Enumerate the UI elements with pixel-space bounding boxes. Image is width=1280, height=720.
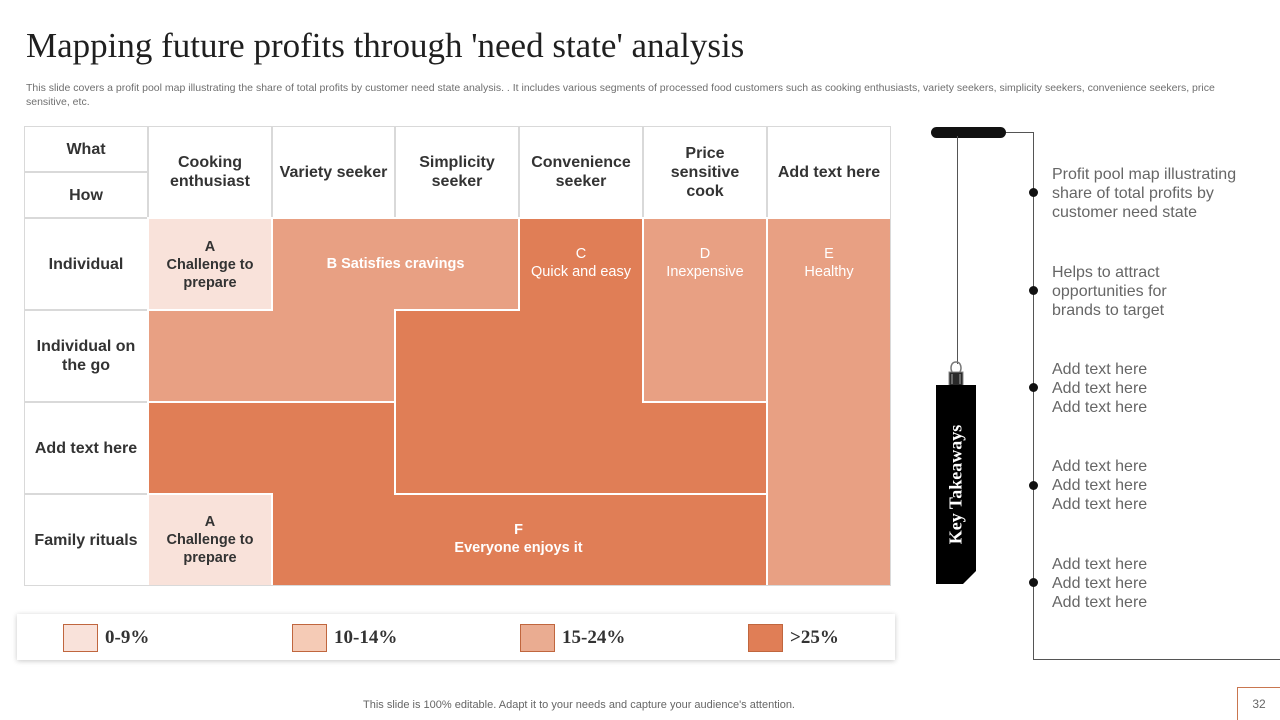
label-a-bottom-text: Challenge to prepare: [166, 532, 254, 566]
label-e-text: Healthy: [804, 264, 854, 280]
takeaway-item-5: Add text here Add text here Add text her…: [1052, 555, 1262, 612]
legend-label: >25%: [790, 627, 839, 648]
label-a-bottom-letter: A: [204, 514, 216, 530]
label-c-text: Quick and easy: [531, 264, 631, 280]
legend-item-0-9: 0-9%: [63, 624, 149, 652]
header-what: What: [24, 126, 148, 172]
bullet-dot: [1029, 578, 1038, 587]
takeaway-line: brands to target: [1052, 302, 1165, 319]
legend-swatch: [292, 624, 327, 652]
key-takeaways-tag-label: Key Takeaways: [936, 385, 976, 584]
label-region-b: B Satisfies cravings: [272, 255, 519, 273]
takeaway-line: Add text here: [1052, 594, 1148, 611]
connector-line: [1006, 132, 1034, 133]
key-takeaways-text: Key Takeaways: [945, 424, 966, 545]
slide-subtitle: This slide covers a profit pool map illu…: [26, 82, 1215, 108]
takeaway-item-4: Add text here Add text here Add text her…: [1052, 457, 1262, 514]
slide-footer: This slide is 100% editable. Adapt it to…: [0, 699, 1280, 711]
binder-clip-icon: [948, 361, 964, 387]
label-d-letter: D: [699, 246, 711, 262]
legend-swatch: [63, 624, 98, 652]
timeline-line: [1033, 132, 1034, 660]
legend-swatch: [520, 624, 555, 652]
row-header-individual-on-the-go: Individual on the go: [24, 310, 148, 402]
takeaway-line: Profit pool map illustrating: [1052, 166, 1237, 183]
legend-swatch: [748, 624, 783, 652]
takeaway-line: Add text here: [1052, 458, 1148, 475]
label-region-d: D Inexpensive: [643, 245, 767, 281]
key-takeaways-tag: [936, 385, 976, 584]
label-region-f: F Everyone enjoys it: [395, 521, 642, 557]
legend-label: 0-9%: [105, 627, 150, 648]
legend-item-15-24: 15-24%: [520, 624, 625, 652]
takeaway-line: Add text here: [1052, 361, 1148, 378]
key-takeaways-panel: Key Takeaways Profit pool map illustrati…: [900, 120, 1280, 680]
takeaway-line: Add text here: [1052, 575, 1148, 592]
region-a-top: [147, 217, 273, 311]
grid-outline: [24, 126, 891, 586]
takeaway-line: Add text here: [1052, 399, 1148, 416]
column-header-add-text: Add text here: [767, 126, 891, 218]
takeaway-line: Add text here: [1052, 477, 1148, 494]
label-region-a-bottom: A Challenge to prepare: [148, 513, 272, 567]
row-header-individual: Individual: [24, 218, 148, 310]
footer-text: This slide is 100% editable. Adapt it to…: [363, 699, 795, 711]
legend-label: 10-14%: [334, 627, 398, 648]
label-region-a-top: A Challenge to prepare: [148, 238, 272, 292]
hanger-rod: [931, 127, 1006, 138]
page-number: 32: [1237, 687, 1280, 720]
label-a-top-letter: A: [204, 239, 216, 255]
legend-item-over-25: >25%: [748, 624, 839, 652]
slide-title: Mapping future profits through 'need sta…: [26, 26, 745, 65]
takeaway-line: Add text here: [1052, 556, 1148, 573]
takeaway-line: share of total profits by: [1052, 185, 1214, 202]
region-a-bottom: [147, 493, 273, 586]
bottom-line: [1033, 659, 1280, 660]
takeaway-line: Helps to attract: [1052, 264, 1160, 281]
bullet-dot: [1029, 383, 1038, 392]
tag-string: [957, 136, 958, 364]
column-header-convenience-seeker: Convenience seeker: [519, 126, 643, 218]
takeaway-line: Add text here: [1052, 496, 1148, 513]
takeaway-item-1: Profit pool map illustrating share of to…: [1052, 165, 1262, 222]
bullet-dot: [1029, 481, 1038, 490]
label-d-text: Inexpensive: [666, 264, 744, 280]
label-region-e: E Healthy: [767, 245, 891, 281]
takeaway-line: Add text here: [1052, 380, 1148, 397]
bullet-dot: [1029, 188, 1038, 197]
legend-item-10-14: 10-14%: [292, 624, 397, 652]
row-header-family-rituals: Family rituals: [24, 494, 148, 586]
region-d-inexpensive: [642, 217, 768, 403]
legend-label: 15-24%: [562, 627, 626, 648]
legend: 0-9% 10-14% 15-24% >25%: [17, 614, 895, 660]
label-f-text: Everyone enjoys it: [454, 540, 583, 556]
row-header-add-text: Add text here: [24, 402, 148, 494]
bullet-dot: [1029, 286, 1038, 295]
region-e-healthy: [766, 217, 891, 586]
label-f-letter: F: [514, 522, 523, 538]
label-a-top-text: Challenge to prepare: [166, 257, 254, 291]
column-header-cooking-enthusiast: Cooking enthusiast: [148, 126, 272, 218]
takeaway-item-3: Add text here Add text here Add text her…: [1052, 360, 1262, 417]
label-e-letter: E: [824, 246, 834, 262]
label-c-letter: C: [575, 246, 587, 262]
takeaway-line: customer need state: [1052, 204, 1197, 221]
label-region-c: C Quick and easy: [519, 245, 643, 281]
label-b-text: B Satisfies cravings: [326, 256, 465, 272]
takeaway-line: opportunities for: [1052, 283, 1167, 300]
takeaway-item-2: Helps to attract opportunities for brand…: [1052, 263, 1262, 320]
profit-pool-map: What How Cooking enthusiast Variety seek…: [24, 126, 891, 586]
profit-region-shapes: [24, 126, 891, 586]
